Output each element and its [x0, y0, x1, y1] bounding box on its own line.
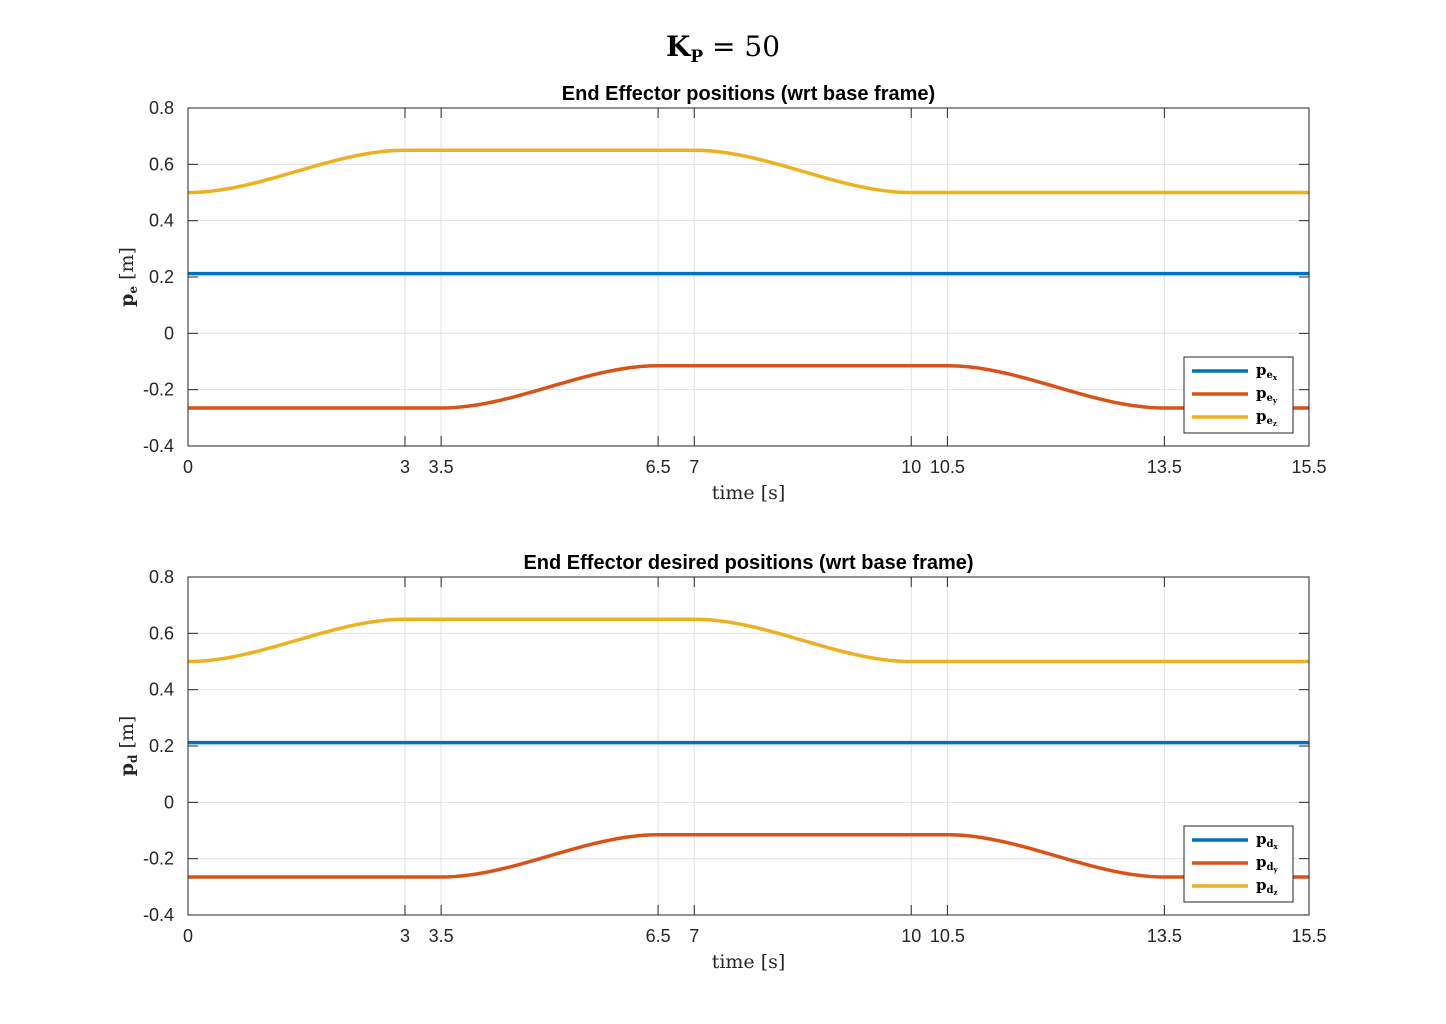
x-tick-label: 10.5 [930, 926, 965, 946]
legend-label: pex [1256, 361, 1278, 382]
x-axis-label: time [s] [712, 951, 786, 973]
legend-sub2: x [1274, 842, 1279, 851]
legend-sub: d [1267, 885, 1274, 896]
legend-sub: d [1267, 839, 1274, 850]
x-tick-label: 7 [689, 457, 699, 477]
legend-sub2: z [1273, 419, 1277, 428]
legend-symbol: p [1256, 853, 1267, 871]
legend-symbol: p [1256, 830, 1267, 848]
legend-sub: e [1267, 370, 1273, 381]
x-tick-label: 7 [689, 926, 699, 946]
x-tick-label: 15.5 [1291, 926, 1326, 946]
y-tick-label: 0 [164, 323, 174, 343]
x-tick-label: 3.5 [429, 457, 454, 477]
suptitle-sub: P [690, 47, 703, 67]
y-tick-label: -0.2 [143, 380, 174, 400]
y-label-symbol: p [116, 763, 138, 776]
x-tick-label: 10 [901, 926, 921, 946]
legend-sub2: x [1273, 373, 1278, 382]
series-line-z [187, 617, 1309, 664]
series-line-z [187, 148, 1309, 195]
y-label-symbol: p [116, 294, 138, 307]
y-tick-label: -0.4 [143, 905, 174, 925]
x-tick-label: 0 [183, 457, 193, 477]
y-tick-label: 0.2 [149, 267, 174, 287]
axes-positions: 0 3 3.5 6.5 7 10 10.5 13.5 15.5 -0.4 -0.2 0 0.2 0.4 0.… [116, 83, 1327, 504]
x-tick-label: 6.5 [646, 926, 671, 946]
legend-symbol: p [1256, 361, 1267, 379]
y-tick-label: 0.4 [149, 680, 174, 700]
x-tick-label: 3 [400, 926, 410, 946]
legend-label: pdz [1256, 876, 1278, 897]
legend-symbol: p [1256, 384, 1267, 402]
legend-sub2: y [1272, 396, 1278, 405]
x-tick-label: 0 [183, 926, 193, 946]
y-tick-label: 0.8 [149, 567, 174, 587]
suptitle-main: K [666, 30, 692, 63]
legend-sub2: z [1274, 888, 1278, 897]
legend-sub2: y [1273, 865, 1279, 874]
legend-label: pey [1256, 384, 1278, 405]
y-axis-label: pd [m] [116, 716, 140, 777]
y-axis-label: pe [m] [116, 247, 140, 307]
y-label-unit: [m] [116, 716, 138, 755]
x-tick-label: 15.5 [1291, 457, 1326, 477]
suptitle-rest: = 50 [703, 30, 780, 63]
axes-title: End Effector positions (wrt base frame) [562, 83, 935, 105]
x-tick-label: 3 [400, 457, 410, 477]
series-line-y [188, 832, 1309, 879]
x-axis-label: time [s] [712, 482, 786, 504]
x-tick-label: 10.5 [930, 457, 965, 477]
y-tick-label: 0.6 [149, 154, 174, 174]
legend-sub: e [1267, 416, 1273, 427]
legend-label: pez [1256, 407, 1277, 428]
legend-symbol: p [1256, 876, 1267, 894]
y-tick-label: -0.4 [143, 436, 174, 456]
x-tick-label: 6.5 [646, 457, 671, 477]
y-tick-label: 0.4 [149, 211, 174, 231]
legend-sub: e [1267, 393, 1273, 404]
y-tick-label: -0.2 [143, 849, 174, 869]
legend-symbol: p [1256, 407, 1267, 425]
legend-label: pdx [1256, 830, 1279, 851]
y-label-sub: e [126, 286, 140, 294]
figure-suptitle: KP = 50 [666, 30, 780, 67]
x-tick-label: 13.5 [1147, 926, 1182, 946]
y-label-sub: d [126, 754, 140, 763]
x-tick-label: 13.5 [1147, 457, 1182, 477]
legend-label: pdy [1256, 853, 1279, 874]
y-tick-label: 0 [164, 792, 174, 812]
x-tick-label: 3.5 [429, 926, 454, 946]
axes-desired-positions: 0 3 3.5 6.5 7 10 10.5 13.5 15.5 -0.4 -0.2 0 0.2 0.4 0.… [116, 552, 1327, 973]
series-line-y [188, 363, 1309, 410]
y-tick-label: 0.8 [149, 98, 174, 118]
legend-sub: d [1267, 862, 1274, 873]
y-tick-label: 0.2 [149, 736, 174, 756]
axes-title: End Effector desired positions (wrt base… [523, 552, 973, 574]
y-label-unit: [m] [116, 247, 138, 286]
y-tick-label: 0.6 [149, 623, 174, 643]
x-tick-label: 10 [901, 457, 921, 477]
